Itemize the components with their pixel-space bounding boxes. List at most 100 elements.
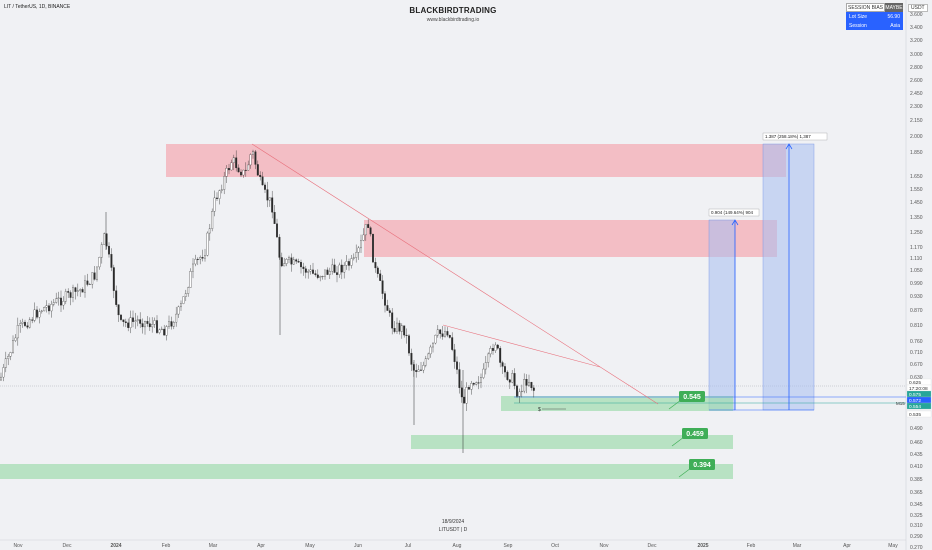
candle-body: [268, 197, 271, 201]
symbol-label: LIT / TetherUS, 1D, BINANCE: [4, 4, 71, 10]
candle-body: [60, 297, 62, 306]
time-tick-label: May: [888, 543, 898, 549]
candle-body: [175, 313, 178, 323]
candle-body: [12, 340, 14, 353]
candle-body: [357, 247, 360, 253]
projection-label-box: [762, 132, 828, 141]
candle-body: [72, 287, 74, 298]
candle-body: [376, 267, 379, 274]
candle-body: [408, 335, 410, 354]
candle-body: [180, 303, 182, 308]
candle-body: [196, 258, 199, 260]
candle-body: [16, 325, 19, 339]
candle-body: [525, 379, 528, 386]
price-tick-label: 3.400: [910, 25, 923, 31]
candle-body: [242, 169, 245, 176]
support-label-box: [682, 428, 708, 439]
candle-body: [110, 254, 113, 268]
time-tick-label: May: [305, 543, 315, 549]
candle-body: [528, 381, 530, 386]
candle-body: [67, 291, 70, 293]
candle-body: [273, 212, 276, 224]
candle-body: [410, 352, 413, 365]
candle-body: [350, 258, 353, 266]
price-tick-label: 0.760: [910, 339, 923, 345]
price-tag-box: [906, 410, 932, 418]
price-tag: 0.625: [909, 380, 921, 386]
candle-body: [211, 211, 214, 229]
currency-selector[interactable]: USDT: [908, 4, 928, 12]
candle-body: [355, 252, 358, 258]
price-tick-label: 0.810: [910, 323, 923, 329]
candle-body: [309, 269, 312, 272]
candle-body: [220, 189, 223, 191]
candle-body: [472, 383, 475, 385]
candle-body: [165, 326, 168, 336]
candle-body: [292, 259, 295, 265]
candle-body: [496, 344, 499, 349]
candle-body: [429, 346, 432, 355]
candle-body: [4, 358, 7, 368]
candle-body: [477, 382, 480, 384]
candle-body: [283, 263, 286, 267]
candle-body: [415, 370, 418, 372]
price-tick-label: 1.550: [910, 187, 923, 193]
candle-body: [134, 320, 137, 322]
candle-body: [338, 264, 341, 275]
price-tick-label: 1.350: [910, 215, 923, 221]
candle-body: [276, 223, 278, 238]
candle-body: [422, 365, 425, 371]
candle-body: [100, 244, 103, 258]
candle-body: [7, 356, 10, 359]
support-label-pointer: [668, 399, 682, 410]
candle-body: [264, 184, 266, 190]
candle-body: [398, 322, 401, 332]
candle-body: [259, 174, 262, 177]
candle-body: [26, 325, 29, 328]
time-tick-label: Jun: [354, 543, 362, 549]
candle-body: [494, 344, 497, 351]
price-tick-label: 3.600: [910, 12, 923, 18]
candle-body: [520, 390, 523, 393]
candle-body: [326, 269, 329, 275]
candle-body: [482, 368, 485, 378]
time-tick-label: Aug: [453, 543, 462, 549]
candle-body: [331, 264, 334, 272]
price-tag: 0.575: [909, 392, 921, 398]
price-tick-label: 1.050: [910, 268, 923, 274]
candle-body: [530, 381, 533, 389]
candle-body: [297, 261, 300, 263]
candle-body: [256, 164, 259, 176]
price-tag: 0.535: [909, 412, 921, 418]
candle-body: [225, 168, 228, 177]
candle-body: [124, 321, 127, 323]
price-tick-label: 2.800: [910, 65, 923, 71]
candle-body: [244, 169, 247, 171]
candle-body: [247, 164, 250, 171]
price-tick-label: 0.435: [910, 452, 923, 458]
session-bias-panel: SESSION BIAS MAYBE Lot Size 56.90 Sessio…: [846, 3, 903, 30]
candle-body: [386, 305, 389, 311]
candle-body: [38, 311, 41, 318]
time-tick-label: Mar: [793, 543, 802, 549]
price-tick-label: 0.385: [910, 477, 923, 483]
price-tick-label: 1.170: [910, 245, 923, 251]
projection-arrowhead: [731, 219, 739, 226]
candle-body: [434, 334, 437, 344]
time-tick-label: Nov: [14, 543, 23, 549]
price-tick-label: 0.870: [910, 308, 923, 314]
candle-body: [19, 323, 22, 326]
candle-body: [69, 292, 72, 298]
candle-body: [151, 324, 154, 328]
candle-body: [393, 328, 396, 332]
candle-body: [235, 157, 238, 169]
candle-body: [484, 362, 487, 370]
candle-body: [43, 307, 46, 312]
candle-body: [369, 227, 372, 235]
candle-body: [360, 240, 362, 249]
candle-body: [506, 371, 509, 380]
candle-body: [55, 298, 58, 303]
candle-body: [499, 348, 502, 363]
candle-body: [86, 280, 89, 285]
